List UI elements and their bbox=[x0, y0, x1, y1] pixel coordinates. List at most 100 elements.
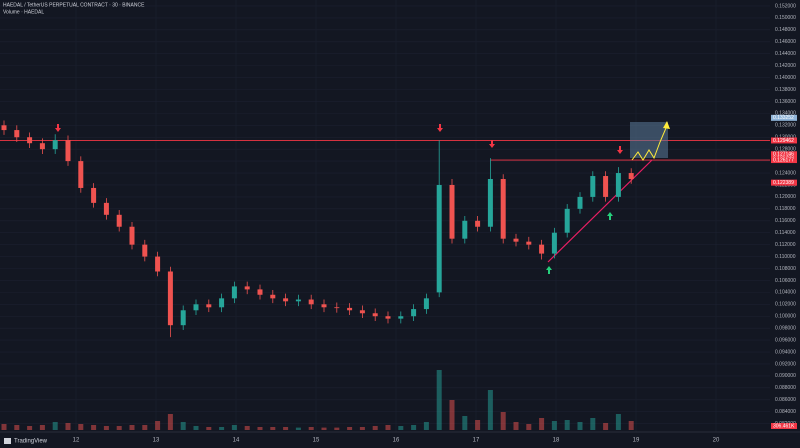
candle-body bbox=[347, 307, 353, 311]
price-label-box bbox=[771, 151, 797, 158]
down-arrow bbox=[617, 146, 623, 154]
volume-bar bbox=[590, 418, 596, 430]
y-tick-label: 0.120000 bbox=[775, 194, 796, 200]
y-tick-label: 0.106000 bbox=[775, 278, 796, 284]
candle-body bbox=[334, 307, 340, 309]
volume-bar bbox=[475, 420, 481, 430]
y-tick-label: 0.124000 bbox=[775, 170, 796, 176]
y-tick-label: 0.148000 bbox=[775, 27, 796, 33]
candle-body bbox=[359, 310, 365, 314]
candle-body bbox=[91, 187, 97, 203]
target-box bbox=[630, 122, 668, 158]
x-tick-label: 13 bbox=[153, 438, 160, 444]
candle-body bbox=[193, 304, 199, 311]
projection-path bbox=[631, 127, 667, 161]
axes-layer: 0.0820000.0840000.0860000.0880000.090000… bbox=[73, 3, 797, 444]
candle-body bbox=[103, 202, 109, 215]
candle-body bbox=[513, 238, 519, 242]
volume-bar bbox=[129, 425, 135, 430]
y-tick-label: 0.094000 bbox=[775, 349, 796, 355]
volume-bar bbox=[65, 423, 71, 430]
volume-bar bbox=[321, 427, 327, 430]
candle-body bbox=[295, 299, 301, 302]
buy-arrows bbox=[546, 212, 613, 274]
y-tick-label: 0.132000 bbox=[775, 123, 796, 129]
volume-bar bbox=[526, 424, 532, 430]
volume-bar bbox=[257, 427, 263, 430]
volume-bar bbox=[308, 427, 314, 430]
candle-body bbox=[577, 196, 583, 209]
volume-bar bbox=[449, 400, 455, 430]
volume-bar bbox=[206, 427, 212, 430]
y-tick-label: 0.152000 bbox=[775, 3, 796, 9]
y-tick-label: 0.138000 bbox=[775, 87, 796, 93]
volume-bar bbox=[334, 427, 340, 430]
volume-bar bbox=[219, 427, 225, 430]
volume-bar bbox=[551, 421, 557, 430]
price-label-box bbox=[771, 179, 797, 186]
candle-body bbox=[270, 294, 276, 299]
candle-body bbox=[462, 220, 468, 239]
y-tick-label: 0.140000 bbox=[775, 75, 796, 81]
volume-bar bbox=[193, 426, 199, 430]
volume-bar bbox=[539, 418, 545, 430]
candle-body bbox=[539, 244, 545, 254]
volume-bar bbox=[244, 426, 250, 430]
y-tick-label: 0.086000 bbox=[775, 397, 796, 403]
candle-body bbox=[321, 304, 327, 308]
y-tick-label: 0.146000 bbox=[775, 39, 796, 45]
candle-body bbox=[603, 176, 609, 197]
down-arrow bbox=[489, 140, 495, 148]
y-tick-label: 0.090000 bbox=[775, 373, 796, 379]
down-arrow bbox=[437, 124, 443, 132]
candle-body bbox=[628, 173, 634, 180]
volume-bar bbox=[103, 426, 109, 430]
y-tick-label: 0.136000 bbox=[775, 99, 796, 105]
price-label: 0.122389 bbox=[773, 180, 794, 186]
candle-body bbox=[308, 299, 314, 305]
y-tick-label: 0.108000 bbox=[775, 266, 796, 272]
y-tick-label: 0.128000 bbox=[775, 146, 796, 152]
price-label: 0.127146 bbox=[773, 152, 794, 158]
volume-bar bbox=[436, 370, 442, 430]
candle-body bbox=[142, 244, 148, 257]
candle-body bbox=[500, 179, 506, 239]
candle-body bbox=[1, 125, 7, 131]
grid bbox=[0, 0, 770, 432]
x-tick-label: 16 bbox=[393, 438, 400, 444]
candle-body bbox=[116, 214, 122, 227]
volume-label: 306.461K bbox=[773, 423, 795, 429]
brand-logo bbox=[4, 438, 11, 444]
volume-bar bbox=[142, 425, 148, 430]
candle-body bbox=[257, 289, 263, 295]
volume-bar bbox=[180, 422, 186, 430]
price-label-box bbox=[771, 157, 797, 164]
volume-bar bbox=[615, 414, 621, 430]
candle-body bbox=[385, 316, 391, 319]
volume-bar bbox=[577, 422, 583, 430]
candle-body bbox=[167, 271, 173, 326]
candles-layer bbox=[1, 120, 634, 338]
price-label-box bbox=[771, 137, 797, 144]
candle-body bbox=[231, 286, 237, 299]
candle-body bbox=[436, 184, 442, 293]
volume-bar bbox=[283, 427, 289, 430]
y-tick-label: 0.144000 bbox=[775, 51, 796, 57]
price-label: 0.126177 bbox=[773, 157, 794, 163]
candle-body bbox=[219, 298, 225, 308]
candle-body bbox=[615, 173, 621, 197]
candle-body bbox=[398, 316, 404, 319]
candle-body bbox=[449, 184, 455, 239]
candle-body bbox=[487, 179, 493, 227]
up-arrow bbox=[607, 212, 613, 220]
candle-body bbox=[411, 309, 417, 317]
volume-bar bbox=[411, 425, 417, 430]
volume-bar bbox=[231, 425, 237, 430]
volume-bar bbox=[39, 425, 45, 430]
y-tick-label: 0.112000 bbox=[775, 242, 796, 248]
y-tick-label: 0.114000 bbox=[775, 230, 796, 236]
volume-bar bbox=[155, 421, 161, 430]
volume-bar bbox=[1, 424, 7, 430]
